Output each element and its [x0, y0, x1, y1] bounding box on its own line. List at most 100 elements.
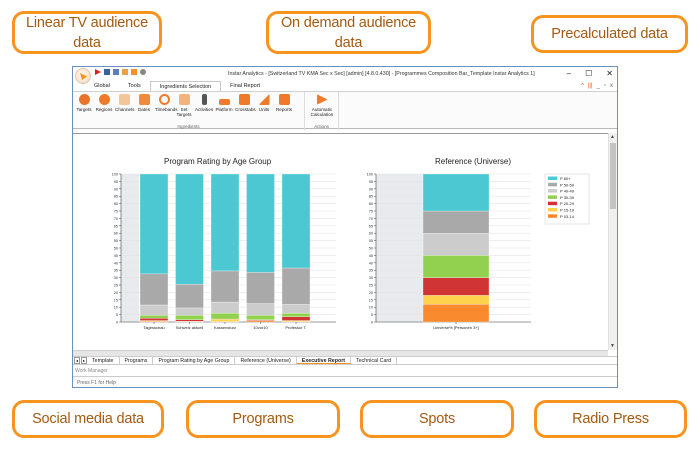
reports-button[interactable]: Reports [275, 94, 293, 112]
run-icon[interactable] [95, 69, 101, 75]
mdi-restore-icon[interactable]: ▫ [603, 83, 606, 89]
title-bar: Instar Analytics - [Switzerland TV KMA S… [73, 67, 617, 84]
app-menu-button[interactable] [75, 68, 91, 84]
automatic-calculation-button[interactable]: Automatic Calculation [307, 94, 337, 117]
activities-button[interactable]: Activities [195, 94, 213, 112]
app-window: Instar Analytics - [Switzerland TV KMA S… [72, 66, 618, 388]
regions-button[interactable]: Regions [95, 94, 113, 112]
targets-icon [78, 94, 90, 105]
legend-swatch [548, 201, 557, 206]
vertical-scrollbar[interactable]: ▲ ▼ [608, 133, 617, 350]
save-icon[interactable] [104, 69, 110, 75]
y-tick-label: 60 [369, 232, 373, 236]
sheet-tab-executive-report[interactable]: Executive Report [296, 357, 352, 364]
bar-segment [281, 320, 311, 322]
home-icon[interactable] [131, 69, 137, 75]
targets-button[interactable]: Targets [75, 94, 93, 112]
sheet-tab-technical-card[interactable]: Technical Card [351, 357, 398, 364]
callout-social-media: Social media data [12, 400, 164, 438]
antenna-icon [118, 94, 130, 105]
legend-label: P 60+ [560, 176, 571, 181]
maximize-button[interactable]: ☐ [585, 69, 593, 78]
y-tick-label: 50 [369, 247, 373, 251]
sheet-tab-program-rating[interactable]: Program Rating by Age Group [153, 357, 236, 364]
bar-segment [422, 295, 490, 305]
scroll-up-icon[interactable]: ▲ [610, 134, 615, 140]
close-button[interactable]: ✕ [606, 69, 613, 78]
globe-icon [98, 94, 110, 105]
units-label: Units [258, 107, 270, 112]
ribbon-tabs: Global Tools Ingredients Selection Final… [85, 81, 269, 91]
clock-icon [158, 94, 170, 105]
bar-segment [281, 173, 311, 269]
bar-segment [281, 312, 311, 317]
bar-segment [246, 173, 275, 273]
y-tick-label: 0 [371, 321, 373, 325]
sheet-tab-reference[interactable]: Reference (Universe) [235, 357, 297, 364]
scroll-down-icon[interactable]: ▼ [610, 343, 615, 349]
work-manager-label[interactable]: Work Manager [75, 368, 108, 374]
y-tick-label: 70 [114, 217, 118, 221]
bar-segment [422, 255, 490, 278]
channels-label: Channels [115, 107, 135, 112]
y-tick-label: 90 [369, 187, 373, 191]
print-icon[interactable] [122, 69, 128, 75]
settings-icon[interactable] [140, 69, 146, 75]
report-canvas: Program Rating by Age Group Reference (U… [73, 133, 608, 350]
hierarchy-icon [238, 94, 250, 105]
channels-button[interactable]: Channels [115, 94, 135, 112]
bar-segment [175, 315, 204, 320]
bar-segment [281, 316, 311, 321]
bar-segment [422, 173, 490, 212]
set-targets-button[interactable]: Set Targets [175, 94, 193, 117]
y-tick-label: 25 [114, 284, 118, 288]
ribbon-right-controls: ^ ||| _ ▫ x [581, 83, 613, 89]
activities-label: Activities [195, 107, 214, 112]
chart-icon[interactable] [113, 69, 119, 75]
calendar-icon [138, 94, 150, 105]
y-tick-label: 40 [369, 261, 373, 265]
dates-button[interactable]: Dates [135, 94, 153, 112]
collapse-ribbon-icon[interactable]: ^ [581, 83, 584, 89]
legend-swatch [548, 176, 557, 180]
y-tick-label: 30 [114, 276, 118, 280]
mdi-minimize-icon[interactable]: _ [596, 83, 600, 89]
quick-access-toolbar [95, 69, 146, 75]
horizontal-scrollbar[interactable] [73, 350, 608, 356]
mdi-close-icon[interactable]: x [610, 83, 613, 89]
y-tick-label: 65 [369, 224, 373, 228]
y-tick-label: 5 [371, 313, 373, 317]
callout-programs: Programs [186, 400, 340, 438]
tab-global[interactable]: Global [94, 83, 110, 89]
timebands-button[interactable]: Timebands [155, 94, 178, 112]
bars-icon[interactable]: ||| [587, 83, 593, 89]
tab-final-report[interactable]: Final Report [230, 83, 261, 89]
platform-button[interactable]: Platform [215, 94, 233, 112]
scroll-thumb[interactable] [610, 143, 616, 209]
y-tick-label: 20 [369, 291, 373, 295]
bar-segment [281, 267, 311, 305]
sheet-tab-programs[interactable]: Programs [120, 357, 154, 364]
bar-segment [246, 303, 275, 316]
units-button[interactable]: Units [255, 94, 273, 112]
sheet-tab-template[interactable]: Template [87, 357, 120, 364]
y-tick-label: 65 [114, 224, 118, 228]
y-tick-label: 10 [114, 306, 118, 310]
minimize-button[interactable]: – [566, 69, 572, 78]
sheet-prev-icon[interactable]: ◂ [74, 357, 80, 364]
targets-label: Targets [76, 107, 92, 112]
x-tick-label: Kassensturz [214, 325, 236, 330]
bar-segment [175, 319, 204, 322]
y-tick-label: 45 [114, 254, 118, 258]
sheet-next-icon[interactable]: ▸ [81, 357, 87, 364]
tab-ingredients-selection[interactable]: Ingredients Selection [149, 81, 222, 91]
y-tick-label: 60 [114, 232, 118, 236]
y-tick-label: 70 [369, 217, 373, 221]
y-tick-label: 15 [369, 298, 373, 302]
legend-swatch [548, 182, 557, 187]
ingredients-group-label: Ingredients [177, 124, 200, 129]
y-tick-label: 95 [114, 180, 118, 184]
tab-tools[interactable]: Tools [127, 83, 141, 89]
crosstabs-button[interactable]: Crosstabs [235, 94, 256, 112]
bar-segment [281, 304, 311, 314]
